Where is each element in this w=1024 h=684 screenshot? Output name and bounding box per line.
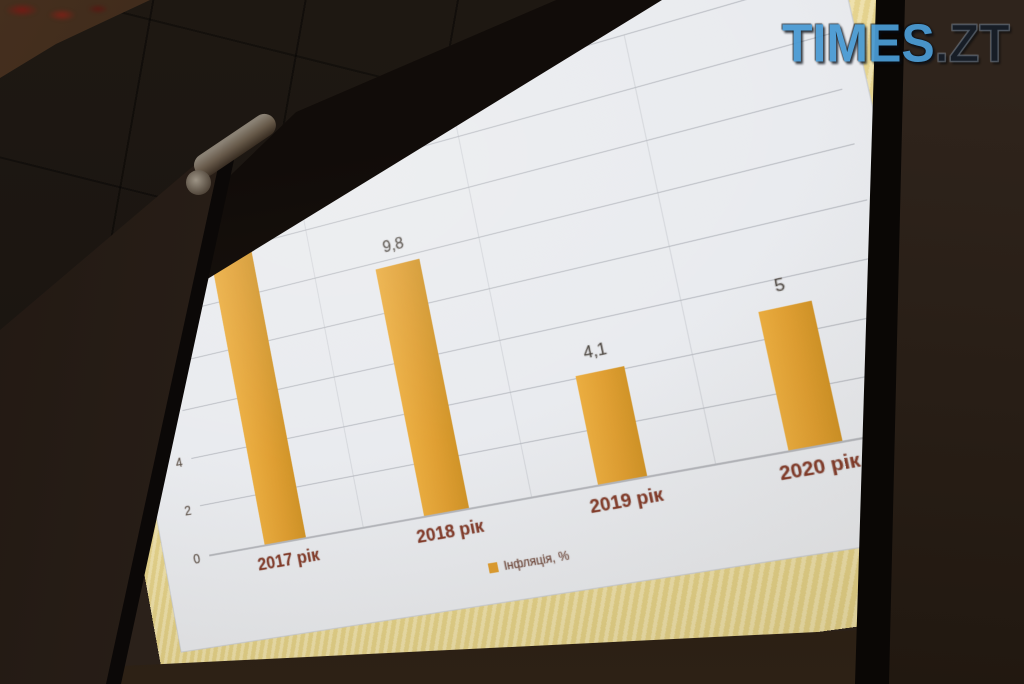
watermark-zt: .ZT [934,12,1010,74]
plot-area: 13,7 2017 рік 9,8 2018 рік 4,1 2019 рік 5 2020 … [138,0,919,575]
ceiling-ornament [0,0,130,30]
y-axis-tick-label: 4 [174,454,184,471]
y-axis-tick-label: 6 [165,406,175,424]
bar-2018 [375,258,469,517]
bar-value-label: 4,1 [581,338,609,363]
bar-2017 [202,204,306,545]
y-axis-tick-label: 12 [133,264,149,283]
bar-value-label: 9,8 [380,232,406,256]
screen-roller-end-cap [186,170,211,195]
legend-label: Інфляція, % [502,548,571,574]
y-axis-tick-label: 16 [116,171,132,190]
legend-color-swatch [488,562,500,574]
x-axis-category-label: 2019 рік [587,484,666,519]
x-axis-category-label: 2020 рік [777,449,863,486]
bar-2020 [757,300,842,451]
x-axis-category-label: 2017 рік [256,544,322,576]
bar-value-label: 5 [772,274,787,297]
times-zt-watermark: TIMES.ZT [782,12,1011,75]
y-axis-tick-label: 10 [141,311,158,330]
y-axis-tick-label: 2 [183,502,193,519]
presentation-slide: Інфляція, % 0 2 4 6 8 10 12 14 16 13,7 2017 рік 9,… [58,0,1024,684]
watermark-times: TIMES [782,13,935,74]
bar-2019 [575,366,647,485]
y-axis-tick-label: 14 [124,217,140,237]
y-axis-tick-label: 0 [191,550,202,568]
x-axis-category-label: 2018 рік [414,515,486,548]
chart-panel: Інфляція, % 0 2 4 6 8 10 12 14 16 13,7 2017 рік 9,… [86,0,970,653]
y-axis-tick-label: 8 [156,358,167,376]
